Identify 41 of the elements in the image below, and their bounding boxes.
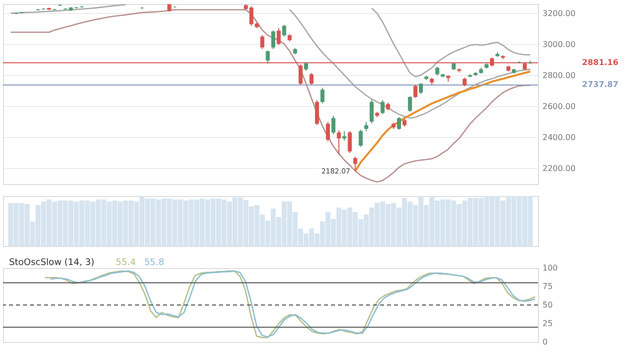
line-series: [10, 9, 531, 183]
candlestick: [271, 30, 276, 50]
ref-line-label: 2881.16: [582, 58, 619, 67]
candlestick: [260, 34, 264, 50]
candlestick: [358, 129, 363, 148]
y-tick-label: 50: [542, 300, 553, 310]
legend-title: StoOscSlow (14, 3): [9, 258, 94, 268]
y-tick-label: 75: [542, 282, 553, 291]
y-tick-label: 3000.00: [542, 40, 576, 49]
series-label: 55.4: [116, 258, 136, 268]
y-tick-label: 2400.00: [542, 132, 576, 142]
y-tick-label: 2800.00: [542, 70, 576, 80]
candlestick: [276, 28, 281, 46]
y-tick-label: 25: [542, 319, 553, 328]
line-series: [354, 70, 532, 172]
y-tick-label: 3200.00: [542, 8, 576, 18]
candlestick: [353, 156, 358, 172]
candlestick: [320, 87, 324, 104]
ref-line-label: 2737.87: [582, 80, 618, 90]
candlestick: [282, 24, 286, 38]
candlestick: [310, 72, 314, 86]
y-tick-label: 0: [542, 338, 548, 346]
candlestick: [314, 100, 319, 126]
candlestick: [348, 130, 352, 154]
candlestick: [418, 82, 423, 94]
candlestick: [370, 100, 374, 124]
y-tick-label: 2200.00: [542, 164, 576, 173]
candlestick: [380, 100, 385, 115]
series-label: 55.8: [144, 258, 165, 268]
candlestick: [266, 50, 270, 64]
candlestick: [342, 130, 346, 142]
candlestick: [397, 116, 402, 130]
candlestick: [413, 84, 418, 98]
candlestick: [326, 121, 330, 142]
candlestick: [336, 130, 341, 156]
y-tick-label: 100: [542, 264, 558, 272]
candlestick: [408, 96, 412, 112]
y-tick-label: 2600.00: [542, 102, 576, 111]
candlestick: [364, 121, 368, 132]
candlestick: [331, 115, 336, 135]
line-series: [371, 8, 531, 78]
